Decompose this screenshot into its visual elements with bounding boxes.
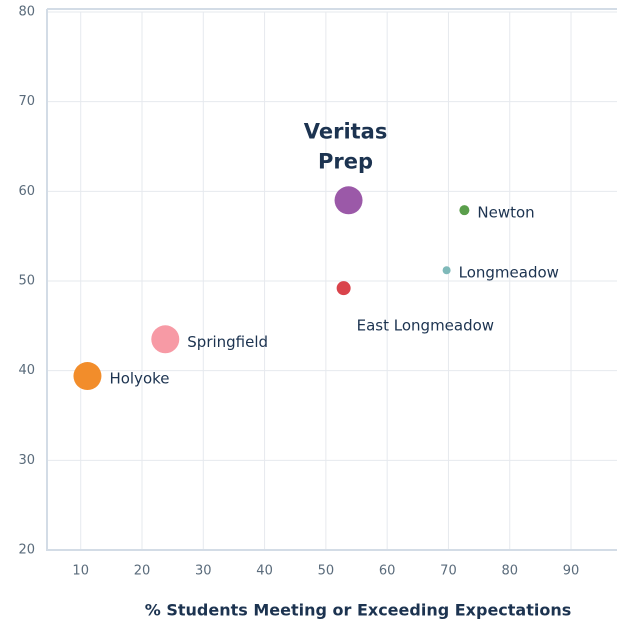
y-tick-label: 30 bbox=[18, 453, 35, 468]
y-tick-label: 40 bbox=[18, 363, 35, 378]
x-tick-label: 90 bbox=[563, 564, 580, 579]
point bbox=[336, 281, 351, 296]
x-tick-label: 60 bbox=[379, 564, 396, 579]
point-label: Holyoke bbox=[109, 370, 169, 388]
x-tick-label: 30 bbox=[195, 564, 212, 579]
y-tick-label: 80 bbox=[18, 5, 35, 20]
point-label: Springfield bbox=[187, 333, 268, 351]
point-label: Longmeadow bbox=[459, 264, 559, 282]
x-tick-label: 20 bbox=[134, 564, 151, 579]
y-tick-label: 20 bbox=[18, 543, 35, 558]
x-tick-label: 40 bbox=[256, 564, 273, 579]
point bbox=[442, 266, 451, 275]
point bbox=[459, 205, 470, 216]
point-label: Veritas Prep bbox=[304, 119, 388, 173]
point-label: Newton bbox=[477, 204, 534, 222]
point bbox=[73, 362, 102, 391]
x-tick-label: 50 bbox=[318, 564, 335, 579]
x-axis-label: % Students Meeting or Exceeding Expectat… bbox=[145, 601, 572, 620]
x-tick-label: 70 bbox=[440, 564, 457, 579]
x-tick-label: 80 bbox=[501, 564, 518, 579]
y-tick-label: 70 bbox=[18, 94, 35, 109]
y-tick-label: 50 bbox=[18, 274, 35, 289]
x-tick-label: 10 bbox=[72, 564, 89, 579]
point-label: East Longmeadow bbox=[357, 317, 494, 335]
point bbox=[151, 325, 180, 354]
point bbox=[334, 186, 363, 215]
y-tick-label: 60 bbox=[18, 184, 35, 199]
plot-frame bbox=[46, 8, 617, 551]
